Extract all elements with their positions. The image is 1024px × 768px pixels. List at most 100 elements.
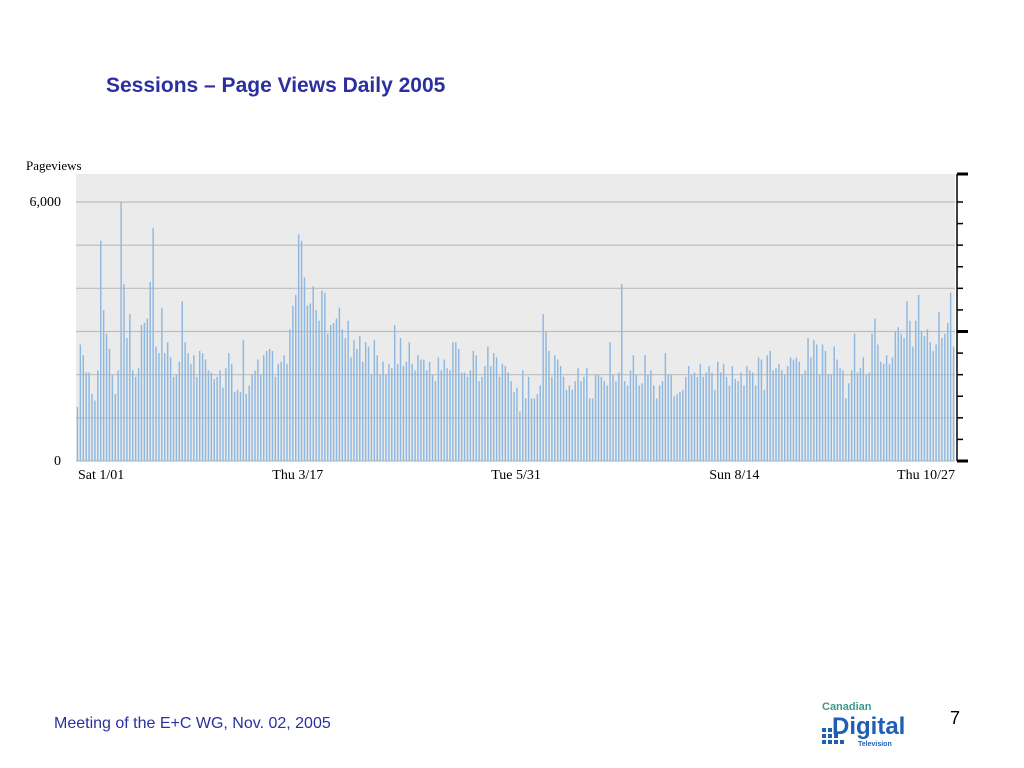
bar <box>265 350 268 461</box>
bar <box>126 337 128 461</box>
bar <box>914 320 917 461</box>
bar <box>79 344 82 461</box>
bar <box>606 385 608 461</box>
bar <box>108 348 111 461</box>
bar <box>393 325 396 461</box>
bar <box>746 366 748 461</box>
bar <box>763 389 766 461</box>
bar <box>114 394 117 461</box>
bar <box>743 385 745 461</box>
right-axis <box>956 172 968 463</box>
bar <box>583 376 585 461</box>
bar <box>100 240 102 461</box>
bar <box>490 366 492 461</box>
bar <box>821 344 824 461</box>
bar <box>653 385 655 461</box>
bar <box>842 370 844 461</box>
bar <box>524 398 527 461</box>
bar <box>772 370 774 461</box>
bar <box>856 372 859 461</box>
bar <box>554 355 556 461</box>
bar <box>344 337 346 461</box>
bar <box>364 342 367 461</box>
bar <box>254 370 256 461</box>
bar <box>225 368 227 461</box>
x-tick-label: Thu 10/27 <box>897 468 955 483</box>
bar <box>295 294 297 461</box>
bar <box>920 331 923 461</box>
bar <box>816 344 818 461</box>
bar <box>487 346 489 461</box>
bar <box>187 353 189 461</box>
bar <box>533 398 536 461</box>
bar <box>775 368 777 461</box>
bar <box>286 363 288 461</box>
bar <box>466 376 469 461</box>
bar <box>236 389 239 461</box>
bar <box>900 333 902 461</box>
bar <box>263 355 265 461</box>
x-tick-label: Thu 3/17 <box>272 468 323 483</box>
bar <box>158 353 160 461</box>
bar <box>437 357 440 461</box>
bar <box>839 368 841 461</box>
bar <box>708 366 710 461</box>
bar <box>207 370 210 461</box>
bar <box>411 363 413 461</box>
slide-number: 7 <box>950 708 961 728</box>
bar <box>891 357 894 461</box>
bar <box>740 372 742 461</box>
bar <box>923 335 926 461</box>
bar <box>734 378 736 461</box>
bar <box>789 357 792 461</box>
bar <box>463 372 466 461</box>
bar <box>650 370 652 461</box>
bar <box>443 359 445 461</box>
bar <box>260 374 262 461</box>
bar <box>356 348 358 461</box>
bar <box>542 314 544 461</box>
bar <box>175 374 178 461</box>
bar <box>458 348 460 461</box>
bar <box>929 342 931 461</box>
bar <box>574 381 576 461</box>
bar <box>766 355 768 461</box>
slide-title: Sessions – Page Views Daily 2005 <box>106 74 446 97</box>
bar <box>655 398 658 461</box>
bar <box>85 372 87 461</box>
bar <box>332 322 335 461</box>
logo-dots <box>822 728 844 744</box>
bar <box>190 363 192 461</box>
bar <box>952 346 955 461</box>
y-tick-labels: 0 6,000 <box>30 195 62 469</box>
bar <box>810 357 812 461</box>
bar <box>597 374 600 461</box>
bar <box>818 374 821 461</box>
bar <box>417 355 419 461</box>
bar <box>117 370 119 461</box>
bar <box>693 372 696 461</box>
bar <box>280 361 282 461</box>
bar <box>679 391 681 461</box>
bar <box>376 355 378 461</box>
bar <box>859 368 862 461</box>
bar <box>623 381 626 461</box>
bar <box>289 329 291 461</box>
bar <box>434 381 437 461</box>
bar <box>172 376 175 461</box>
bar <box>687 366 690 461</box>
bar <box>696 376 699 461</box>
bar <box>874 318 876 461</box>
bar <box>102 309 105 461</box>
bar <box>257 359 259 461</box>
bar <box>498 376 501 461</box>
bar <box>300 240 303 461</box>
bar <box>321 290 323 461</box>
bar <box>894 331 897 461</box>
bar <box>717 361 719 461</box>
bar <box>644 355 646 461</box>
bar <box>565 389 568 461</box>
bar <box>193 355 195 461</box>
x-tick-label: Sun 8/14 <box>709 468 759 483</box>
bar <box>446 368 448 461</box>
